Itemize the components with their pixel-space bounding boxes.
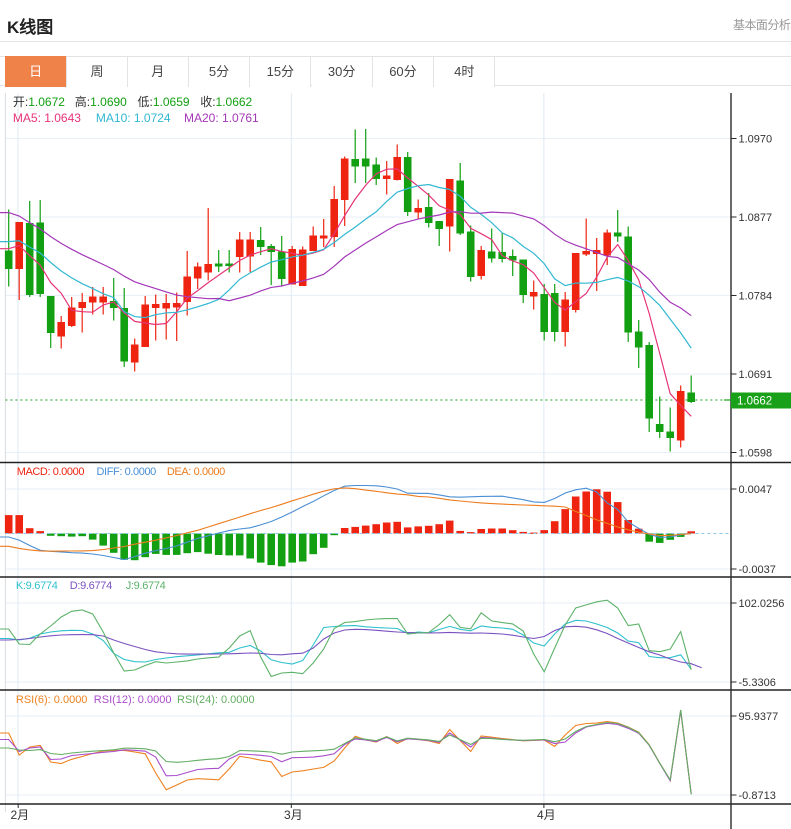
svg-text:102.0256: 102.0256 [739,598,785,610]
svg-text:2月: 2月 [11,808,30,822]
svg-text:4月: 4月 [537,808,556,822]
svg-text:1.0877: 1.0877 [739,212,773,224]
svg-text:-5.3306: -5.3306 [739,677,776,689]
svg-text:95.9377: 95.9377 [739,711,779,723]
svg-text:-0.8713: -0.8713 [739,790,776,802]
svg-text:1.0598: 1.0598 [739,447,773,459]
svg-text:1.0784: 1.0784 [739,290,773,302]
svg-text:1.0691: 1.0691 [739,369,773,381]
svg-text:3月: 3月 [284,808,303,822]
svg-text:0.0047: 0.0047 [739,484,773,496]
svg-text:1.0970: 1.0970 [739,133,773,145]
svg-text:1.0662: 1.0662 [737,396,772,408]
svg-text:-0.0037: -0.0037 [739,564,776,576]
